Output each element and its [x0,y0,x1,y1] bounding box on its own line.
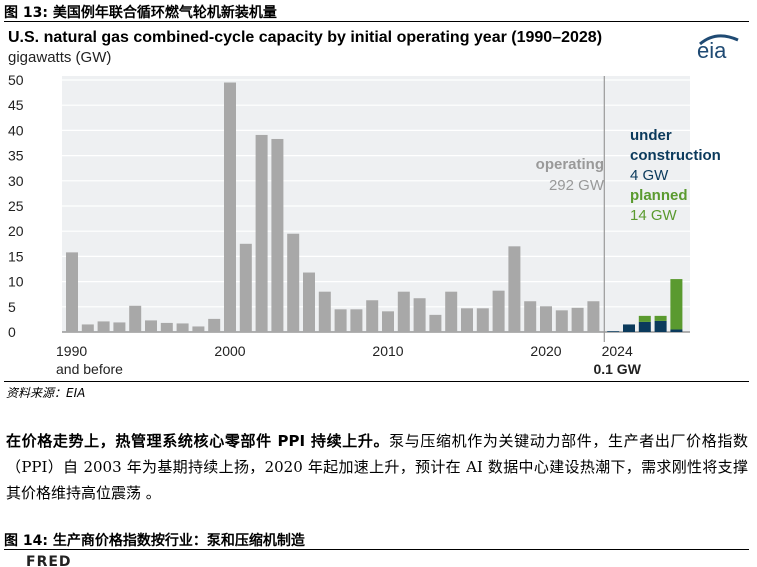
bar-under-construction-2028 [670,329,683,332]
bar-operating-2018 [508,246,521,332]
x-tick-label-2024: 2024 [602,343,633,359]
x-tick-sublabel-2024: 0.1 GW [593,361,641,377]
figure-14-preview: FRED [20,554,740,567]
bar-operating-2023 [587,301,600,332]
bar-operating-2004 [287,233,300,332]
chart-title: U.S. natural gas combined-cycle capacity… [8,29,602,46]
bar-under-construction-2027 [654,320,667,332]
body-paragraph: 在价格走势上，热管理系统核心零部件 PPI 持续上升。泵与压缩机作为关键动力部件… [6,428,748,506]
bar-under-construction-2025 [623,324,635,332]
bar-operating-2005 [303,272,315,332]
y-tick-label-5: 5 [8,299,16,315]
y-axis-label: gigawatts (GW) [8,49,111,66]
annotation-under-construction-line2: construction [630,147,721,164]
y-tick-label-35: 35 [8,148,24,164]
figure-13-bottom-rule [4,381,749,382]
bar-operating-2006 [318,291,331,332]
y-tick-label-50: 50 [8,72,24,88]
bar-operating-2017 [492,290,505,332]
bar-operating-1992 [97,321,110,332]
bar-operating-1991 [81,324,94,332]
eia-logo-swoosh-icon [699,34,739,46]
bar-operating-2013 [429,314,442,332]
bar-operating-2003 [271,138,284,332]
bar-under-construction-2024 [607,331,620,332]
bar-operating-2011 [397,291,410,332]
chart: U.S. natural gas combined-cycle capacity… [8,29,739,377]
bar-operating-1998 [192,326,205,332]
bar-operating-2002 [255,134,268,332]
bar-operating-2022 [571,307,584,332]
y-tick-label-30: 30 [8,173,24,189]
bar-operating-2016 [476,308,489,332]
bar-operating-1990 [66,252,78,332]
bar-operating-2015 [461,308,473,332]
annotation-under-construction-value: 4 GW [630,167,669,184]
x-tick-sublabel-1990: and before [56,361,123,377]
annotation-under-construction-line1: under [630,127,672,144]
y-tick-label-25: 25 [8,198,24,214]
bar-operating-2001 [239,243,252,332]
y-tick-label-40: 40 [8,122,24,138]
bar-operating-1999 [208,318,221,332]
x-tick-label-1990: 1990 [56,343,87,359]
y-tick-label-10: 10 [8,274,24,290]
x-tick-label-2020: 2020 [530,343,561,359]
bar-operating-1997 [176,323,189,332]
annotation-planned-label: planned [630,187,688,204]
bar-operating-1994 [129,305,142,332]
x-tick-label-2000: 2000 [214,343,245,359]
bar-operating-2007 [334,309,347,332]
bar-operating-2020 [540,306,552,332]
bar-operating-2021 [555,310,568,332]
bar-operating-2012 [413,298,426,332]
bar-operating-2000 [224,82,236,333]
y-tick-label-0: 0 [8,324,16,340]
annotation-operating-value: 292 GW [549,177,605,194]
annotation-planned-value: 14 GW [630,207,678,224]
bar-operating-1993 [113,322,126,332]
bar-operating-1996 [160,322,173,332]
x-tick-label-2010: 2010 [372,343,403,359]
y-tick-label-15: 15 [8,248,24,264]
y-tick-label-45: 45 [8,97,24,113]
figure-13-top-rule [4,21,749,22]
paragraph-text: 泵与压缩机作为关键动力部件，生产者出厂价格指数（PPI）自 2003 年为基期持… [6,432,748,502]
fred-logo: FRED [26,554,72,567]
bar-planned-2028 [670,279,683,330]
bar-operating-1995 [145,320,157,332]
bar-operating-2008 [350,309,363,332]
bar-operating-2014 [445,291,458,332]
plot-background [62,76,690,332]
bar-operating-2019 [524,301,537,332]
bar-planned-2027 [654,315,667,321]
figure-14-label: 图 14: 生产商价格指数按行业：泵和压缩机制造 [4,533,305,549]
y-tick-label-20: 20 [8,223,24,239]
bar-under-construction-2026 [638,321,651,332]
bar-planned-2026 [638,315,651,322]
figure-13-label: 图 13: 美国例年联合循环燃气轮机新装机量 [4,5,277,21]
source-note: 资料来源：EIA [6,386,86,400]
bar-operating-2009 [366,300,379,332]
figure-14-top-rule [4,549,749,550]
bar-operating-2010 [382,311,394,332]
paragraph-heading: 在价格走势上，热管理系统核心零部件 PPI 持续上升。 [6,432,390,450]
annotation-operating-label: operating [536,156,604,173]
